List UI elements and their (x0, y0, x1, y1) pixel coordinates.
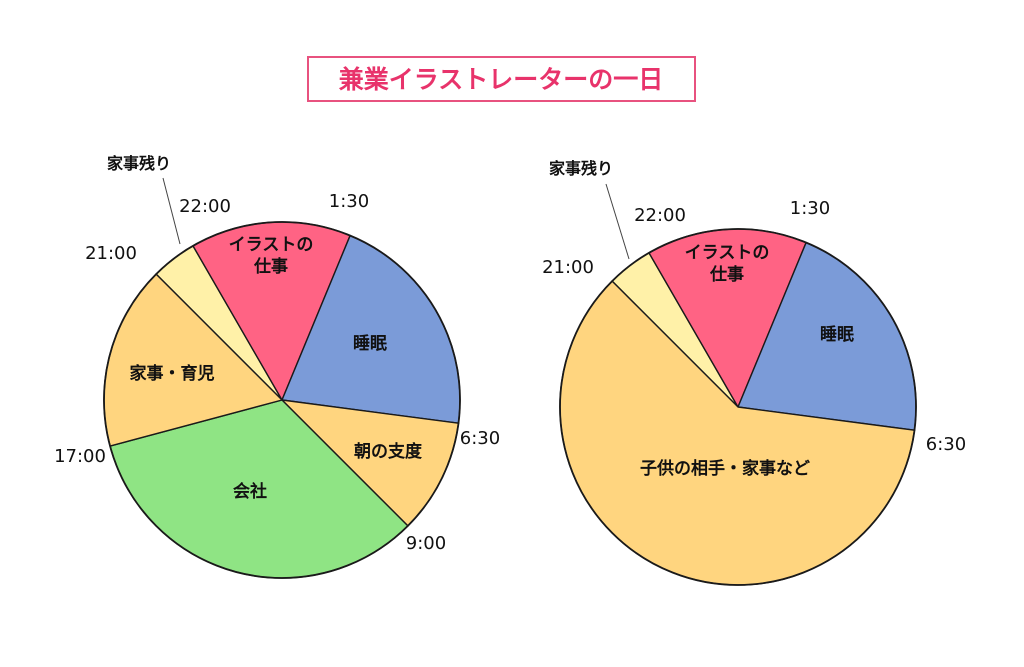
time-label-2: 1:30 (329, 191, 369, 212)
title-box (307, 56, 696, 102)
pie-rim (103, 221, 461, 579)
time-label-1: 22:00 (634, 205, 686, 226)
callout-label: 家事残り (549, 159, 613, 178)
slice-label-2: 睡眠 (820, 324, 854, 345)
time-label-3: 6:30 (926, 434, 966, 455)
callout-leader-line (162, 177, 181, 245)
time-label-5: 17:00 (54, 446, 106, 467)
title-group: 兼業イラストレーターの一日 (307, 56, 696, 102)
time-label-0: 21:00 (542, 257, 594, 278)
slice-label-5: 家事・育児 (130, 363, 215, 384)
slice-label-3: 子供の相手・家事など (640, 458, 810, 479)
time-label-3: 6:30 (460, 428, 500, 449)
chart-title: 兼業イラストレーターの一日 (339, 65, 664, 94)
callout-label: 家事残り (107, 154, 171, 173)
pie-rim (559, 228, 917, 586)
slice-label-4: 会社 (233, 481, 267, 502)
time-label-2: 1:30 (790, 198, 830, 219)
time-label-1: 22:00 (179, 196, 231, 217)
slice-label-3: 朝の支度 (354, 441, 423, 462)
slice-label-1: イラストの仕事 (229, 235, 314, 277)
slice-label-2: 睡眠 (353, 333, 387, 354)
callout-leader-line (605, 183, 630, 260)
time-label-4: 9:00 (406, 533, 446, 554)
slice-label-1: イラストの仕事 (685, 243, 770, 285)
time-label-0: 21:00 (85, 243, 137, 264)
